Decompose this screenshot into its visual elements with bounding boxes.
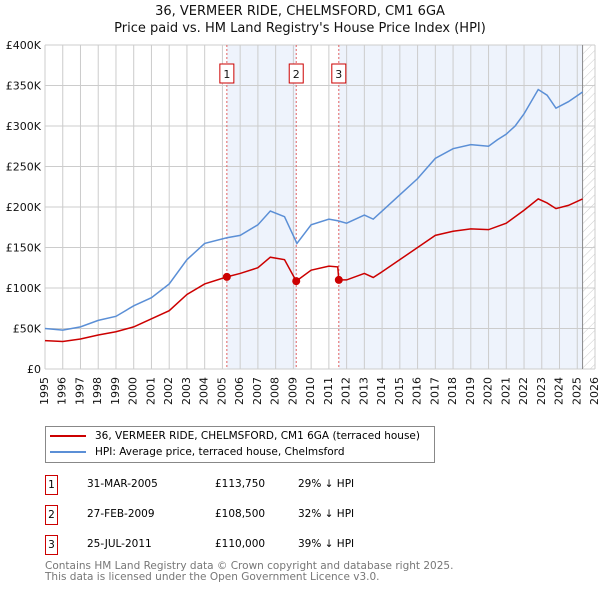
- x-tick-label: 2005: [215, 377, 228, 405]
- footer-line2: This data is licensed under the Open Gov…: [45, 571, 380, 583]
- x-tick-label: 1996: [56, 377, 69, 405]
- legend-label-property: 36, VERMEER RIDE, CHELMSFORD, CM1 6GA (t…: [95, 430, 420, 442]
- x-tick-label: 2010: [304, 377, 317, 405]
- y-tick-label: £350K: [6, 80, 42, 93]
- x-tick-label: 2024: [553, 377, 566, 405]
- legend-label-hpi: HPI: Average price, terraced house, Chel…: [95, 446, 345, 458]
- x-tick-label: 2025: [570, 377, 583, 405]
- sale-point: [292, 277, 301, 286]
- x-tick-label: 2022: [517, 377, 530, 405]
- footer-line1: Contains HM Land Registry data © Crown c…: [45, 560, 454, 572]
- x-tick-label: 2015: [393, 377, 406, 405]
- y-tick-label: £50K: [13, 323, 42, 336]
- legend-blue-line: [50, 451, 86, 453]
- footer: Contains HM Land Registry data © Crown c…: [45, 561, 453, 583]
- x-tick-label: 2019: [464, 377, 477, 405]
- transaction-price: £110,000: [215, 538, 266, 550]
- y-tick-label: £300K: [6, 120, 42, 133]
- transaction-price: £108,500: [215, 508, 266, 520]
- sale-label-box: [219, 63, 235, 84]
- series-line: [44, 198, 583, 343]
- y-tick-label: £400K: [6, 39, 42, 52]
- x-tick-label: 2016: [411, 377, 424, 405]
- sale-label: 2: [293, 68, 300, 81]
- legend: 36, VERMEER RIDE, CHELMSFORD, CM1 6GA (t…: [45, 426, 435, 463]
- x-tick-label: 2011: [322, 377, 335, 405]
- x-tick-label: 1995: [38, 377, 51, 405]
- x-tick-label: 2007: [251, 377, 264, 405]
- y-tick-label: £200K: [6, 201, 42, 214]
- sale-label-box: [288, 63, 304, 84]
- y-tick-label: £250K: [6, 161, 42, 174]
- y-tick-label: £150K: [6, 242, 42, 255]
- transaction-number: 2: [45, 505, 58, 525]
- legend-red-line: [50, 435, 86, 437]
- x-tick-label: 2020: [482, 377, 495, 405]
- sale-label: 1: [223, 68, 230, 81]
- x-tick-label: 2009: [286, 377, 299, 405]
- chart-subtitle: Price paid vs. HM Land Registry's House …: [114, 21, 486, 36]
- transaction-number: 1: [45, 475, 58, 495]
- transaction-date: 25-JUL-2011: [87, 538, 152, 550]
- transaction-delta: 32% ↓ HPI: [298, 508, 355, 520]
- x-tick-label: 2017: [428, 377, 441, 405]
- transaction-row: 2 27-FEB-2009 £108,500 32% ↓ HPI: [45, 505, 405, 525]
- transaction-price: £113,750: [215, 478, 266, 490]
- transaction-row: 1 31-MAR-2005 £113,750 29% ↓ HPI: [45, 475, 405, 495]
- x-tick-label: 1998: [91, 377, 104, 405]
- transaction-row: 3 25-JUL-2011 £110,000 39% ↓ HPI: [45, 535, 405, 555]
- sale-label-box: [331, 63, 347, 84]
- transaction-delta: 39% ↓ HPI: [298, 538, 355, 550]
- x-tick-label: 2001: [144, 377, 157, 405]
- x-tick-label: 2003: [180, 377, 193, 405]
- sale-point: [222, 272, 231, 281]
- x-tick-label: 2002: [162, 377, 175, 405]
- transaction-date: 27-FEB-2009: [87, 508, 155, 520]
- sale-label: 3: [335, 68, 342, 81]
- x-tick-label: 2021: [499, 377, 512, 405]
- x-tick-label: 2014: [375, 377, 388, 405]
- y-tick-label: £0: [27, 363, 41, 376]
- x-tick-label: 1999: [109, 377, 122, 405]
- sale-point: [334, 275, 343, 284]
- transaction-date: 31-MAR-2005: [87, 478, 158, 490]
- x-tick-label: 1997: [73, 377, 86, 405]
- x-tick-label: 2013: [357, 377, 370, 405]
- chart-title: 36, VERMEER RIDE, CHELMSFORD, CM1 6GA: [155, 4, 445, 19]
- x-tick-label: 2004: [198, 377, 211, 405]
- plot-area: 1995 1996 1997 1998 1999 2000 2001 2002 2003 2004…: [6, 39, 600, 405]
- series-line: [44, 88, 584, 331]
- transaction-number: 3: [45, 535, 58, 555]
- x-tick-label: 2008: [269, 377, 282, 405]
- x-tick-label: 2012: [340, 377, 353, 405]
- y-tick-label: £100K: [6, 282, 42, 295]
- x-tick-label: 2000: [127, 377, 140, 405]
- x-tick-label: 2018: [446, 377, 459, 405]
- x-tick-label: 2026: [588, 377, 600, 405]
- x-tick-label: 2006: [233, 377, 246, 405]
- x-tick-label: 2023: [535, 377, 548, 405]
- transaction-delta: 29% ↓ HPI: [298, 478, 355, 490]
